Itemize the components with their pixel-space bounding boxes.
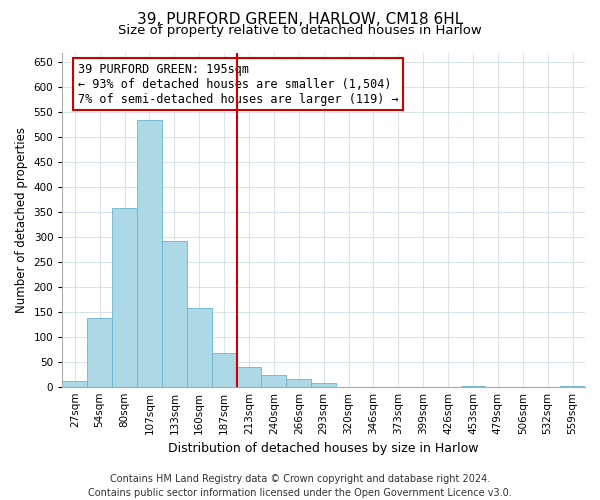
Bar xyxy=(137,120,162,386)
Bar xyxy=(236,366,262,386)
Bar xyxy=(162,241,187,386)
Bar xyxy=(87,318,112,386)
Text: Size of property relative to detached houses in Harlow: Size of property relative to detached ho… xyxy=(118,24,482,37)
Bar xyxy=(286,379,311,386)
Bar xyxy=(212,354,236,386)
Bar xyxy=(311,382,336,386)
Y-axis label: Number of detached properties: Number of detached properties xyxy=(15,126,28,312)
Bar xyxy=(187,308,212,386)
Bar xyxy=(112,208,137,386)
Text: 39, PURFORD GREEN, HARLOW, CM18 6HL: 39, PURFORD GREEN, HARLOW, CM18 6HL xyxy=(137,12,463,28)
Bar xyxy=(62,380,87,386)
X-axis label: Distribution of detached houses by size in Harlow: Distribution of detached houses by size … xyxy=(169,442,479,455)
Text: 39 PURFORD GREEN: 195sqm
← 93% of detached houses are smaller (1,504)
7% of semi: 39 PURFORD GREEN: 195sqm ← 93% of detach… xyxy=(78,62,398,106)
Bar xyxy=(262,375,286,386)
Text: Contains HM Land Registry data © Crown copyright and database right 2024.
Contai: Contains HM Land Registry data © Crown c… xyxy=(88,474,512,498)
